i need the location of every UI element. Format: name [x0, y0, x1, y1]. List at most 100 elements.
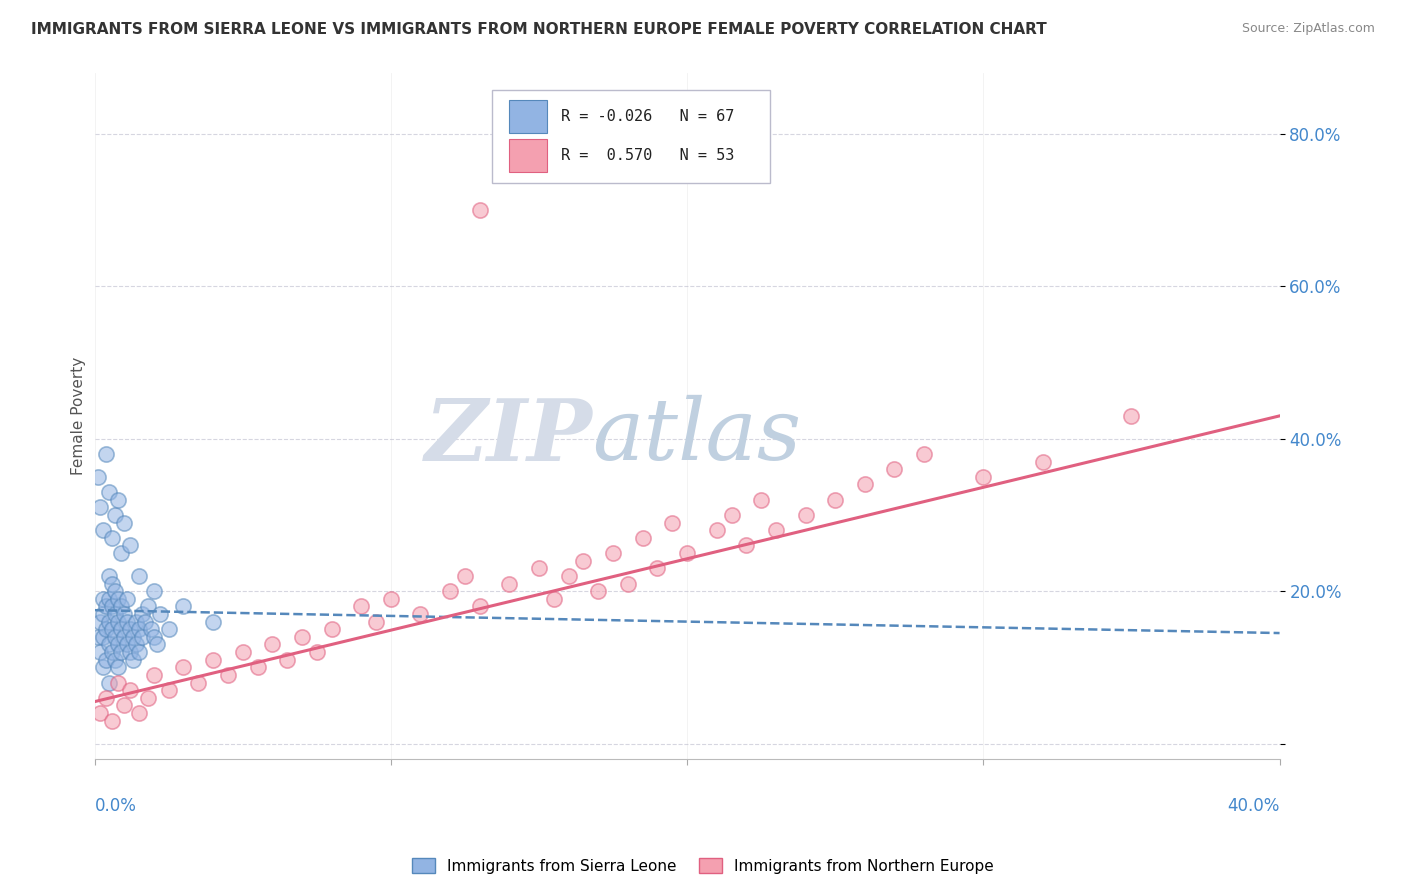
Point: [89, 645, 111, 659]
Point: [972, 470, 994, 484]
Point: [107, 492, 129, 507]
Point: [112, 698, 135, 713]
Point: [96, 622, 118, 636]
Point: [101, 645, 124, 659]
Point: [128, 645, 150, 659]
Point: [136, 599, 159, 614]
Point: [794, 508, 817, 522]
Point: [115, 591, 138, 606]
Point: [350, 599, 373, 614]
Point: [217, 668, 239, 682]
Point: [96, 447, 118, 461]
Point: [586, 584, 609, 599]
Point: [101, 714, 124, 728]
Point: [149, 607, 172, 621]
Point: [93, 523, 115, 537]
Point: [172, 660, 194, 674]
Text: 0.0%: 0.0%: [94, 797, 136, 814]
Point: [107, 638, 129, 652]
Point: [720, 508, 742, 522]
Point: [543, 591, 565, 606]
Point: [101, 599, 124, 614]
Text: R = -0.026   N = 67: R = -0.026 N = 67: [561, 109, 735, 124]
Point: [527, 561, 550, 575]
Point: [104, 508, 127, 522]
Point: [765, 523, 787, 537]
Point: [112, 630, 135, 644]
Point: [676, 546, 699, 560]
Point: [557, 569, 579, 583]
Point: [86, 470, 108, 484]
Point: [409, 607, 432, 621]
Point: [110, 599, 132, 614]
Point: [142, 584, 165, 599]
Point: [96, 653, 118, 667]
Point: [93, 630, 115, 644]
Point: [291, 630, 314, 644]
Point: [498, 576, 520, 591]
Point: [125, 615, 148, 629]
Point: [104, 653, 127, 667]
Point: [305, 645, 328, 659]
Point: [96, 690, 118, 705]
Text: ZIP: ZIP: [425, 394, 592, 478]
Point: [86, 630, 108, 644]
Point: [131, 607, 153, 621]
Point: [122, 653, 145, 667]
Point: [364, 615, 387, 629]
Point: [98, 569, 121, 583]
Point: [122, 630, 145, 644]
Point: [96, 599, 118, 614]
Point: [120, 645, 142, 659]
Point: [115, 638, 138, 652]
Point: [139, 622, 162, 636]
Point: [647, 561, 669, 575]
Point: [262, 638, 284, 652]
Point: [110, 546, 132, 560]
Point: [661, 516, 683, 530]
Point: [136, 690, 159, 705]
Point: [735, 538, 758, 552]
Point: [1121, 409, 1143, 423]
Point: [89, 706, 111, 720]
Point: [120, 538, 142, 552]
Point: [93, 591, 115, 606]
Point: [107, 615, 129, 629]
Point: [104, 607, 127, 621]
Point: [98, 591, 121, 606]
Text: IMMIGRANTS FROM SIERRA LEONE VS IMMIGRANTS FROM NORTHERN EUROPE FEMALE POVERTY C: IMMIGRANTS FROM SIERRA LEONE VS IMMIGRAN…: [31, 22, 1046, 37]
Point: [157, 683, 180, 698]
Point: [131, 630, 153, 644]
Point: [883, 462, 905, 476]
Point: [101, 531, 124, 545]
Point: [157, 622, 180, 636]
FancyBboxPatch shape: [492, 90, 770, 183]
Point: [112, 607, 135, 621]
Point: [468, 203, 491, 218]
Point: [1032, 454, 1054, 468]
Point: [104, 584, 127, 599]
Point: [572, 554, 595, 568]
Point: [853, 477, 876, 491]
Point: [202, 615, 225, 629]
Point: [107, 660, 129, 674]
Point: [107, 591, 129, 606]
Point: [125, 638, 148, 652]
Text: 40.0%: 40.0%: [1227, 797, 1279, 814]
Point: [101, 576, 124, 591]
Point: [824, 492, 846, 507]
Point: [128, 706, 150, 720]
Point: [104, 630, 127, 644]
Text: R =  0.570   N = 53: R = 0.570 N = 53: [561, 148, 735, 162]
Point: [454, 569, 477, 583]
Point: [93, 660, 115, 674]
Point: [202, 653, 225, 667]
Point: [128, 622, 150, 636]
FancyBboxPatch shape: [509, 100, 547, 133]
Point: [146, 638, 169, 652]
Point: [380, 591, 402, 606]
Point: [706, 523, 728, 537]
Point: [89, 500, 111, 515]
Text: Source: ZipAtlas.com: Source: ZipAtlas.com: [1241, 22, 1375, 36]
Point: [749, 492, 772, 507]
